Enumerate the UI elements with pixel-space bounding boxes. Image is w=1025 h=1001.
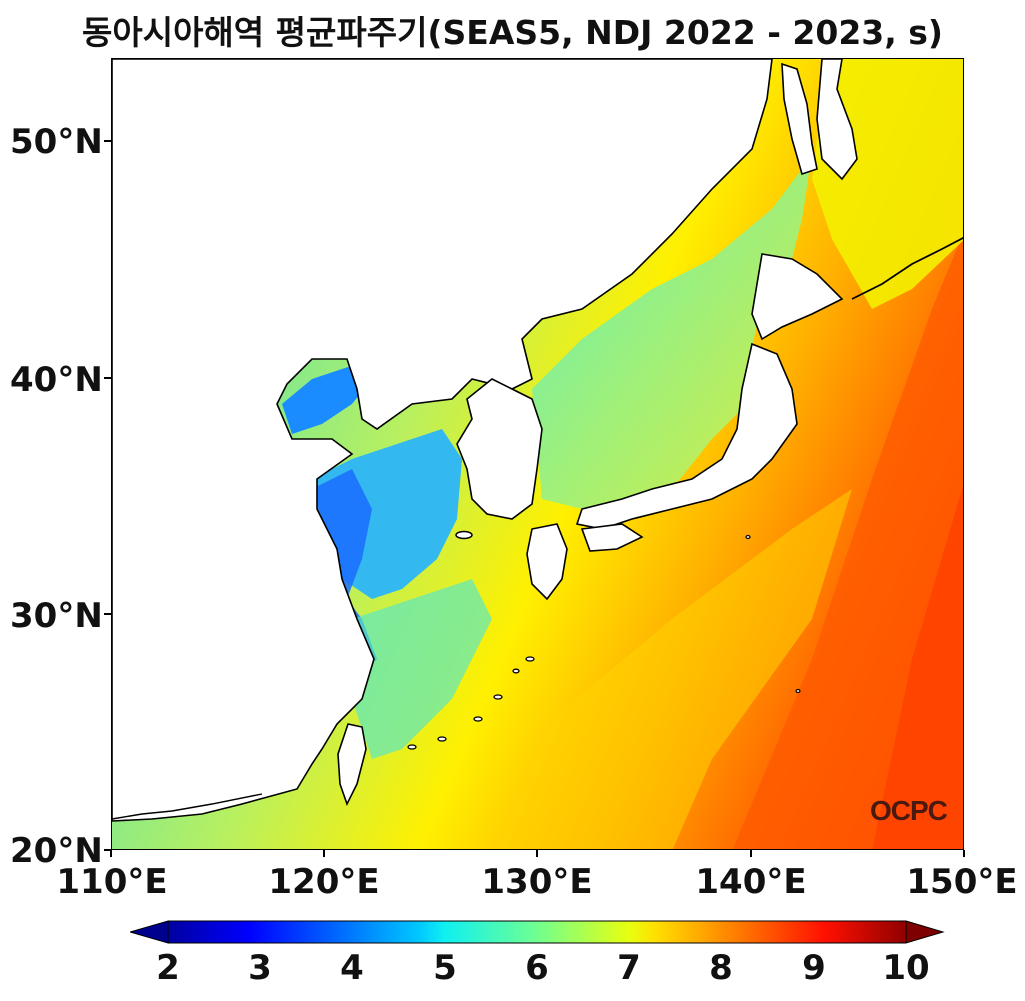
x-tick-label-150e: 150°E (906, 862, 1018, 902)
colorbar-tick-6: 6 (525, 948, 549, 988)
y-tick-label-50n: 50°N (10, 122, 103, 162)
colorbar-extend-min (130, 920, 169, 944)
colorbar (130, 920, 945, 944)
colorbar-extend-max (905, 920, 945, 944)
y-tick-label-40n: 40°N (10, 360, 103, 400)
ocpc-logo: OCPC (870, 795, 948, 826)
land-taiwan (337, 723, 367, 807)
y-tick (104, 613, 111, 615)
y-tick-label-30n: 30°N (10, 596, 103, 636)
colorbar-tick-4: 4 (340, 948, 364, 988)
land-hokkaido (751, 253, 844, 341)
colorbar-tick-3: 3 (248, 948, 272, 988)
x-tick (536, 850, 538, 857)
land-sakhalin (781, 62, 818, 176)
map-plot-area (111, 58, 964, 850)
colorbar-tick-2: 2 (156, 948, 180, 988)
east-china-shelf (352, 579, 492, 759)
y-tick (104, 849, 111, 851)
colorbar-tick-7: 7 (617, 948, 641, 988)
land-kyushu (526, 523, 568, 601)
land-china (112, 59, 773, 822)
land-south-coast (112, 793, 263, 820)
x-tick (963, 850, 965, 857)
land-jeju (455, 530, 473, 540)
land-shikoku (580, 523, 644, 552)
x-tick (323, 850, 325, 857)
colorbar-tick-10: 10 (882, 948, 930, 988)
y-tick-label-20n: 20°N (10, 831, 103, 871)
x-tick-label-130e: 130°E (481, 862, 593, 902)
kuril-islands (851, 237, 963, 300)
island-hachijo (745, 534, 751, 540)
east-sea (532, 154, 812, 509)
y-tick (104, 140, 111, 142)
map-title: 동아시아해역 평균파주기(SEAS5, NDJ 2022 - 2023, s) (81, 13, 944, 52)
y-tick (104, 377, 111, 379)
colorbar-gradient (167, 920, 907, 944)
colorbar-tick-8: 8 (709, 948, 733, 988)
x-tick (750, 850, 752, 857)
ryukyu-islands (407, 656, 535, 750)
x-tick-label-120e: 120°E (268, 862, 380, 902)
kuroshio-yellow-band (492, 489, 852, 849)
x-tick-label-140e: 140°E (695, 862, 807, 902)
land-korea (456, 378, 543, 520)
x-tick (110, 850, 112, 857)
pacific-hot-region (872, 485, 963, 849)
land-russia-east (816, 59, 858, 181)
colorbar-tick-9: 9 (802, 948, 826, 988)
x-tick-label-110e: 110°E (56, 862, 168, 902)
colorbar-tick-5: 5 (433, 948, 457, 988)
island-pacific (795, 688, 801, 694)
bohai-sea (282, 364, 372, 434)
